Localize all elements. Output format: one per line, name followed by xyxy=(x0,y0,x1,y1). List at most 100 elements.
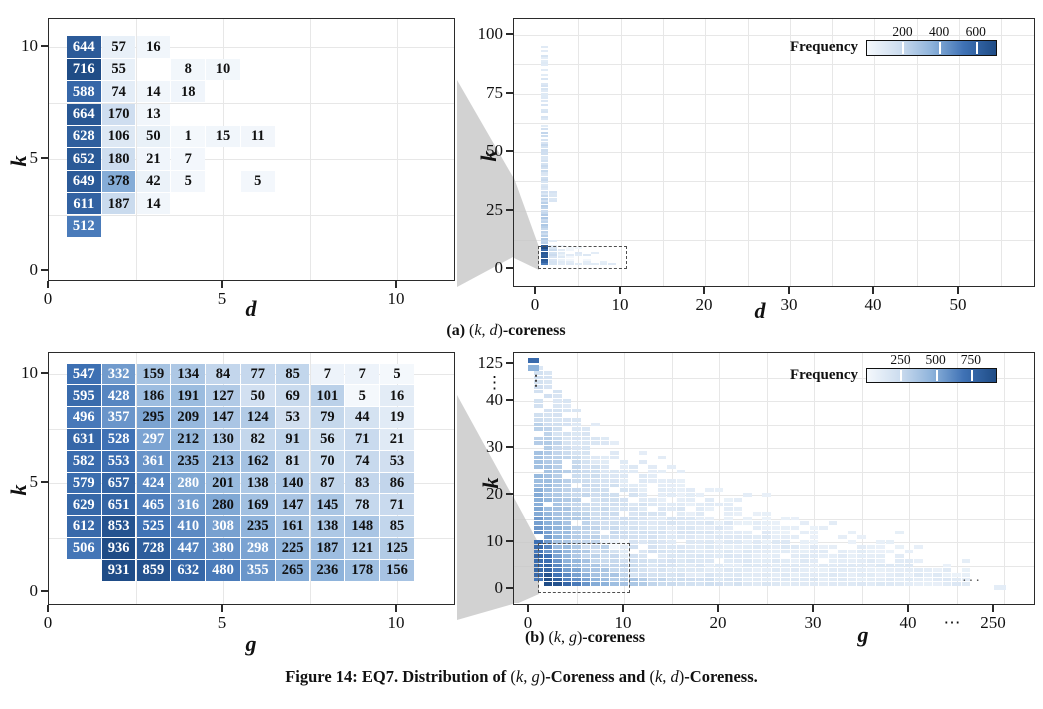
freq-cell xyxy=(581,432,591,436)
heatmap-cell: 15 xyxy=(206,125,240,148)
freq-cell xyxy=(543,375,553,380)
heatmap-cell: 180 xyxy=(101,148,136,170)
freq-cell xyxy=(676,568,686,573)
freq-cell xyxy=(581,479,591,483)
axis-tick xyxy=(41,269,48,271)
freq-cell xyxy=(961,558,971,563)
freq-cell xyxy=(733,573,743,577)
freq-cell xyxy=(667,535,676,540)
heatmap-cell: 85 xyxy=(380,516,414,537)
freq-cell xyxy=(733,568,743,573)
heatmap-cell: 629 xyxy=(66,494,101,516)
heatmap-cell: 159 xyxy=(136,363,171,385)
freq-cell xyxy=(562,511,572,516)
axis-tick xyxy=(506,399,513,401)
freq-cell xyxy=(876,554,885,558)
freq-cell xyxy=(695,493,705,497)
freq-cell xyxy=(540,90,549,93)
freq-cell xyxy=(648,549,657,554)
freq-cell xyxy=(572,535,581,540)
freq-cell xyxy=(610,455,619,460)
heatmap-cell: 612 xyxy=(66,516,101,537)
freq-cell xyxy=(581,483,591,488)
freq-cell xyxy=(581,502,591,507)
axis-tick xyxy=(527,605,529,612)
freq-cell xyxy=(800,577,809,582)
freq-cell xyxy=(534,526,543,530)
freq-cell xyxy=(743,540,752,544)
freq-cell xyxy=(540,55,549,58)
freq-cell xyxy=(857,582,866,587)
freq-cell xyxy=(591,521,600,526)
freq-cell xyxy=(762,521,771,526)
axis-tick-label: 5 xyxy=(29,472,39,491)
freq-cell xyxy=(543,469,553,474)
freq-cell xyxy=(800,568,809,573)
freq-cell xyxy=(714,488,724,493)
freq-cell xyxy=(676,530,686,535)
freq-cell xyxy=(942,582,952,587)
freq-cell xyxy=(724,563,733,568)
freq-cell xyxy=(676,516,686,521)
heatmap-cell: 528 xyxy=(101,429,136,450)
freq-cell xyxy=(676,577,686,582)
freq-cell xyxy=(638,573,648,577)
freq-cell xyxy=(705,549,714,554)
heatmap-cell: 14 xyxy=(136,81,171,103)
zoom-cone-a-inner xyxy=(514,178,539,270)
freq-cell xyxy=(752,577,762,582)
freq-cell xyxy=(857,535,866,540)
heatmap-cell: 19 xyxy=(380,407,414,428)
axis-tick xyxy=(992,605,994,612)
freq-cell xyxy=(752,535,762,540)
freq-cell xyxy=(809,573,819,577)
axis-tick xyxy=(907,605,909,612)
heatmap-cell: 50 xyxy=(136,125,171,148)
freq-cell xyxy=(952,573,961,577)
freq-cell xyxy=(648,479,657,483)
freq-cell xyxy=(534,516,543,521)
freq-cell xyxy=(619,582,629,587)
freq-cell xyxy=(781,540,790,544)
freq-cell xyxy=(771,558,781,563)
freq-cell xyxy=(562,526,572,530)
axis-tick-label: 0 xyxy=(43,613,53,632)
freq-cell xyxy=(629,563,638,568)
freq-cell xyxy=(800,554,809,558)
axis-tick xyxy=(506,267,513,269)
freq-cell xyxy=(705,554,714,558)
freq-cell xyxy=(838,549,847,554)
heatmap-cell: 130 xyxy=(206,429,240,450)
freq-cell xyxy=(619,573,629,577)
freq-cell xyxy=(676,558,686,563)
freq-cell xyxy=(904,563,914,568)
freq-cell xyxy=(543,521,553,526)
freq-cell xyxy=(762,540,771,544)
freq-cell xyxy=(714,544,724,549)
freq-cell xyxy=(619,479,629,483)
freq-cell xyxy=(610,582,619,587)
freq-cell xyxy=(553,446,562,450)
heatmap-cell: 74 xyxy=(101,81,136,103)
freq-cell xyxy=(540,151,549,153)
heatmap-cell: 480 xyxy=(206,559,240,581)
heatmap-cell: 78 xyxy=(345,494,380,516)
axis-tick xyxy=(619,287,621,294)
caption-segment: ) xyxy=(576,629,583,646)
freq-cell xyxy=(534,389,543,394)
freq-cell xyxy=(549,193,557,196)
heatmap-cell: 16 xyxy=(136,36,171,58)
freq-cell xyxy=(667,516,676,521)
axis-break-dots-vertical: ⋮ xyxy=(529,374,543,389)
freq-cell xyxy=(629,521,638,526)
freq-cell xyxy=(695,521,705,526)
freq-cell xyxy=(540,214,549,217)
freq-cell xyxy=(638,507,648,511)
axis-tick-label: 20 xyxy=(695,295,713,314)
heatmap-cell: 380 xyxy=(206,538,240,559)
freq-cell xyxy=(543,385,553,389)
freq-cell xyxy=(557,263,566,266)
freq-cell xyxy=(866,554,876,558)
freq-cell xyxy=(942,568,952,573)
heatmap-cell: 236 xyxy=(310,559,345,581)
